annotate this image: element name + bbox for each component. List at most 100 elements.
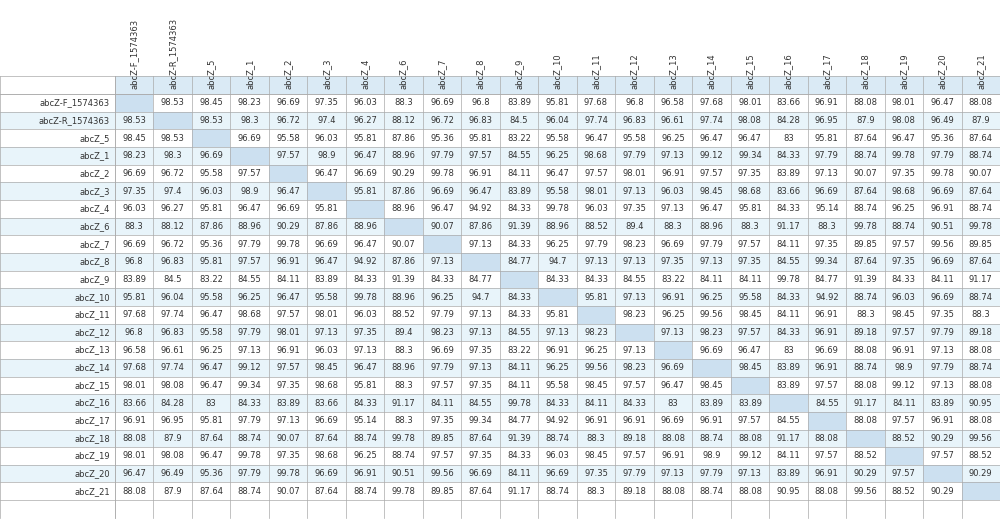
Text: 99.78: 99.78 <box>892 152 916 161</box>
Bar <box>538 147 577 165</box>
Bar <box>461 253 500 271</box>
Bar <box>962 359 1000 377</box>
Bar <box>384 112 423 130</box>
Text: 97.13: 97.13 <box>623 187 646 196</box>
Bar <box>808 112 846 130</box>
Text: abcZ_5: abcZ_5 <box>80 134 110 143</box>
Bar <box>769 130 808 147</box>
Bar <box>885 76 923 94</box>
Text: 95.36: 95.36 <box>199 240 223 248</box>
Bar <box>0 465 115 482</box>
Bar <box>731 342 769 359</box>
Text: 97.79: 97.79 <box>623 469 646 478</box>
Text: 84.5: 84.5 <box>163 275 182 284</box>
Text: 97.13: 97.13 <box>546 328 569 337</box>
Bar <box>269 235 307 253</box>
Bar <box>0 130 115 147</box>
Text: 84.33: 84.33 <box>507 204 531 213</box>
Text: 96.69: 96.69 <box>238 134 262 143</box>
Bar <box>654 324 692 342</box>
Bar <box>654 183 692 200</box>
Text: 97.13: 97.13 <box>623 257 646 266</box>
Bar <box>654 465 692 482</box>
Text: 96.69: 96.69 <box>930 257 954 266</box>
Text: 96.69: 96.69 <box>930 293 954 302</box>
Text: 84.11: 84.11 <box>930 275 954 284</box>
Bar <box>384 342 423 359</box>
Text: 96.69: 96.69 <box>661 240 685 248</box>
Bar <box>0 165 115 183</box>
Bar <box>192 76 230 94</box>
Bar <box>962 306 1000 324</box>
Bar <box>692 147 731 165</box>
Text: 91.17: 91.17 <box>969 275 993 284</box>
Text: 97.57: 97.57 <box>738 240 762 248</box>
Text: 96.49: 96.49 <box>930 116 954 125</box>
Bar <box>269 306 307 324</box>
Bar <box>731 482 769 500</box>
Bar <box>654 447 692 465</box>
Bar <box>808 447 846 465</box>
Text: 88.52: 88.52 <box>584 222 608 231</box>
Bar <box>769 94 808 112</box>
Text: 88.96: 88.96 <box>238 222 262 231</box>
Text: 96.91: 96.91 <box>276 346 300 355</box>
Bar <box>346 183 384 200</box>
Text: 96.69: 96.69 <box>815 346 839 355</box>
Text: 96.47: 96.47 <box>276 293 300 302</box>
Bar <box>885 183 923 200</box>
Bar <box>962 288 1000 306</box>
Bar <box>808 130 846 147</box>
Text: 87.9: 87.9 <box>163 487 182 496</box>
Text: 88.96: 88.96 <box>392 204 416 213</box>
Bar <box>0 253 115 271</box>
Text: 99.78: 99.78 <box>853 222 877 231</box>
Bar <box>0 429 115 447</box>
Text: 98.53: 98.53 <box>161 98 185 107</box>
Text: 95.58: 95.58 <box>738 293 762 302</box>
Bar <box>615 253 654 271</box>
Bar <box>346 342 384 359</box>
Bar <box>0 359 115 377</box>
Bar <box>731 306 769 324</box>
Text: 96.91: 96.91 <box>930 204 954 213</box>
Bar <box>192 235 230 253</box>
Bar <box>269 183 307 200</box>
Text: 99.56: 99.56 <box>700 310 723 319</box>
Bar <box>461 183 500 200</box>
Text: 95.58: 95.58 <box>623 134 646 143</box>
Bar <box>538 288 577 306</box>
Text: 97.79: 97.79 <box>430 310 454 319</box>
Text: 96.47: 96.47 <box>199 381 223 390</box>
Bar <box>731 130 769 147</box>
Text: 95.58: 95.58 <box>276 134 300 143</box>
Bar <box>615 394 654 412</box>
Bar <box>577 288 615 306</box>
Text: 84.55: 84.55 <box>469 399 492 407</box>
Text: 96.91: 96.91 <box>815 469 839 478</box>
Bar <box>692 394 731 412</box>
Text: abcZ_19: abcZ_19 <box>74 451 110 460</box>
Text: 84.11: 84.11 <box>738 275 762 284</box>
Bar <box>538 94 577 112</box>
Text: 90.29: 90.29 <box>276 222 300 231</box>
Text: 99.12: 99.12 <box>738 451 762 460</box>
Bar <box>346 235 384 253</box>
Text: 84.33: 84.33 <box>776 293 800 302</box>
Bar <box>654 482 692 500</box>
Text: 96.03: 96.03 <box>353 98 377 107</box>
Bar <box>384 429 423 447</box>
Bar <box>269 359 307 377</box>
Bar <box>538 200 577 218</box>
Bar <box>731 76 769 94</box>
Text: 98.45: 98.45 <box>584 451 608 460</box>
Bar <box>962 447 1000 465</box>
Bar <box>577 218 615 235</box>
Text: 98.3: 98.3 <box>163 152 182 161</box>
Text: 88.52: 88.52 <box>392 310 416 319</box>
Text: 96.69: 96.69 <box>430 346 454 355</box>
Text: 96.69: 96.69 <box>661 416 685 425</box>
Text: 89.18: 89.18 <box>623 434 646 443</box>
Bar <box>384 465 423 482</box>
Text: 97.74: 97.74 <box>699 116 723 125</box>
